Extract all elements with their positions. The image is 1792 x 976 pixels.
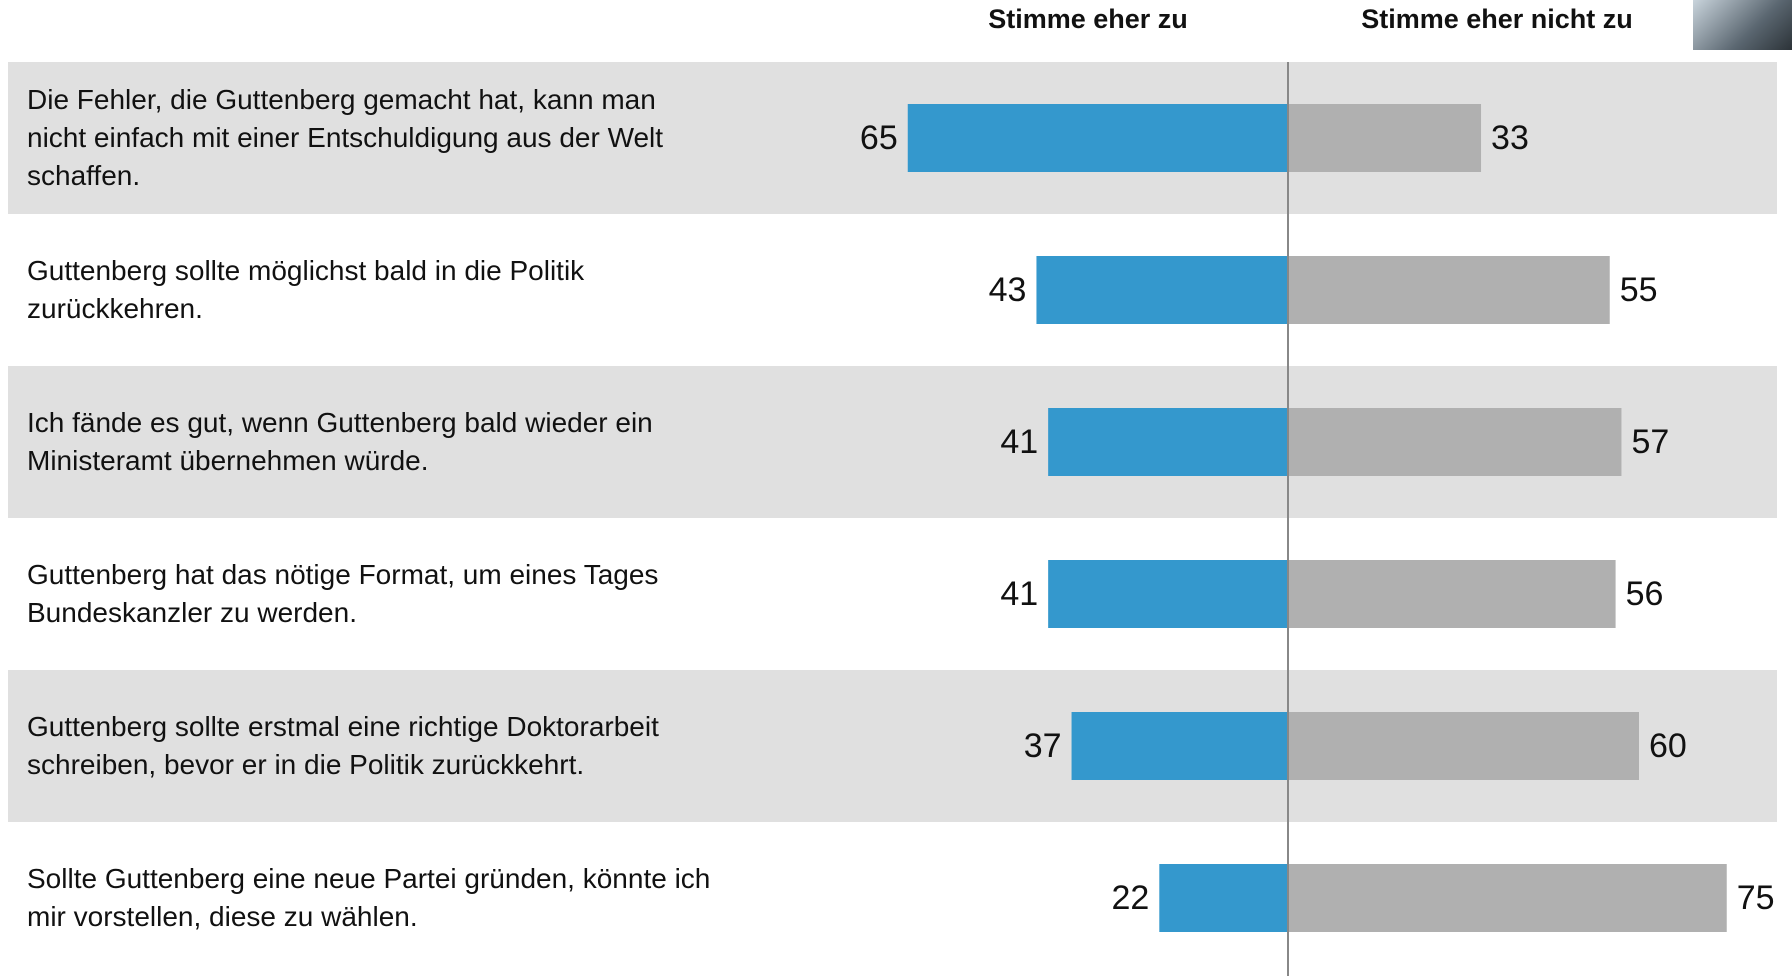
- value-label: 43: [989, 271, 1027, 309]
- value-label: 56: [1626, 575, 1664, 613]
- bar: [1288, 408, 1621, 476]
- bar: [1288, 712, 1639, 780]
- chart: Stimme eher zu Stimme eher nicht zu Die …: [0, 0, 1792, 976]
- value-label: 60: [1649, 727, 1687, 765]
- bar: [1036, 256, 1288, 324]
- bar: [1288, 104, 1481, 172]
- value-label: 33: [1491, 119, 1529, 157]
- value-label: 75: [1737, 879, 1775, 917]
- bar: [1288, 256, 1610, 324]
- value-label: 57: [1631, 423, 1669, 461]
- bar: [1048, 560, 1288, 628]
- bar: [1048, 408, 1288, 476]
- bar: [1288, 864, 1727, 932]
- bar: [908, 104, 1288, 172]
- bar: [1072, 712, 1288, 780]
- value-label: 55: [1620, 271, 1658, 309]
- value-label: 22: [1111, 879, 1149, 917]
- value-label: 65: [860, 119, 898, 157]
- bar: [1288, 560, 1616, 628]
- bar: [1159, 864, 1288, 932]
- value-label: 37: [1024, 727, 1062, 765]
- value-label: 41: [1000, 575, 1038, 613]
- value-label: 41: [1000, 423, 1038, 461]
- bars: 65 33 43 55 41 57 41 56 37 60 22 75: [0, 0, 1792, 976]
